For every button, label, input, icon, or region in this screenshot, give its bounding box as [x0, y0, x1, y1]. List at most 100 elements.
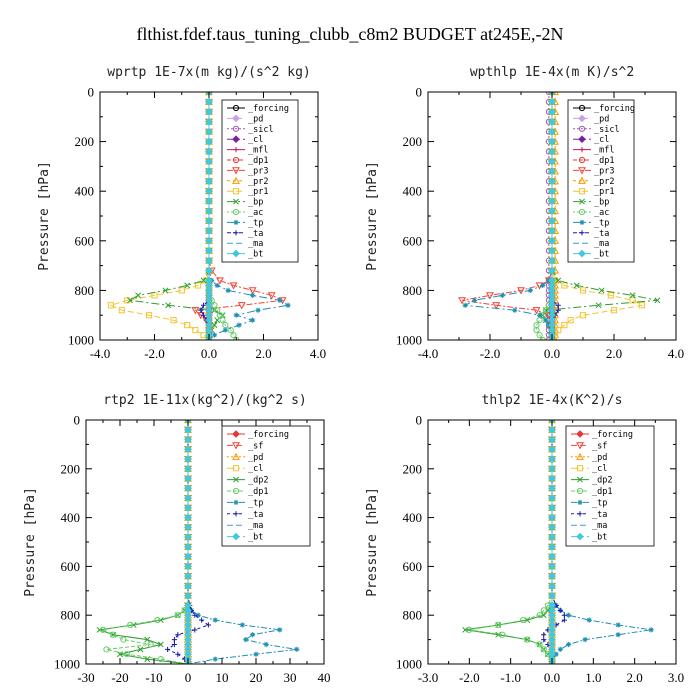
marker — [579, 312, 587, 319]
series-line-dp1 — [469, 420, 553, 664]
marker — [555, 302, 561, 308]
series-group — [96, 420, 300, 664]
marker — [548, 504, 556, 512]
marker — [543, 317, 549, 323]
marker — [579, 287, 587, 294]
x-tick-label: 4.0 — [668, 346, 684, 361]
marker — [205, 227, 213, 235]
marker — [578, 176, 586, 184]
marker — [548, 207, 556, 215]
marker — [232, 156, 240, 164]
marker — [458, 297, 467, 305]
marker — [107, 302, 115, 309]
legend-label: _ma — [592, 521, 607, 531]
legend-label: _dp1 — [594, 156, 614, 166]
y-tick-label: 1000 — [396, 657, 422, 672]
x-tick-label: 4.0 — [310, 346, 326, 361]
marker — [573, 282, 580, 289]
marker — [576, 452, 584, 460]
marker — [110, 631, 117, 638]
series-line-dp2 — [465, 420, 553, 664]
legend-label: _pr3 — [594, 166, 614, 176]
marker — [205, 197, 213, 205]
legend-label: _bt — [592, 533, 607, 543]
legend-label: _dp1 — [592, 487, 612, 497]
legend-label: _ta — [248, 229, 263, 239]
y-tick-label: 800 — [403, 283, 423, 298]
marker — [205, 266, 213, 275]
marker — [576, 442, 584, 450]
y-tick-label: 800 — [61, 608, 81, 623]
marker — [607, 292, 614, 299]
marker — [548, 266, 556, 275]
marker — [595, 302, 602, 309]
legend-label: _tp — [248, 218, 263, 228]
marker — [553, 651, 559, 657]
legend-label: _mfl — [594, 146, 614, 156]
series-line-tp — [463, 92, 553, 340]
marker — [548, 187, 556, 196]
marker — [253, 651, 259, 657]
marker — [285, 302, 291, 308]
panel-3: rtp2 1E-11x(kg^2)/(kg^2 s) Pressure [hPa]… — [23, 393, 331, 685]
marker — [629, 297, 636, 304]
legend-label: _ma — [248, 239, 263, 249]
marker — [638, 302, 645, 309]
x-tick-label: 20 — [250, 670, 263, 685]
marker — [579, 230, 585, 236]
series-group — [107, 92, 291, 340]
marker — [548, 98, 556, 106]
marker — [536, 612, 543, 619]
marker — [561, 612, 567, 618]
marker — [205, 108, 213, 116]
marker — [540, 607, 547, 614]
marker — [205, 177, 213, 186]
marker — [145, 312, 153, 319]
y-tick-label: 600 — [61, 559, 81, 574]
legend-label: _forcing — [592, 430, 633, 440]
panel-1: wprtp 1E-7x(m kg)/(s^2 kg) Pressure [hPa]… — [37, 65, 326, 361]
marker — [200, 277, 207, 284]
marker — [548, 445, 556, 454]
x-tick-label: 2.0 — [627, 670, 643, 685]
series-group — [462, 420, 654, 664]
marker — [184, 504, 192, 512]
marker — [582, 637, 588, 643]
panel-title: thlp2 1E-4x(K^2)/s — [482, 393, 623, 408]
marker — [548, 117, 556, 126]
marker — [578, 188, 586, 195]
marker — [205, 157, 213, 166]
marker — [548, 552, 556, 561]
marker — [555, 277, 562, 284]
x-tick-label: 40 — [318, 670, 331, 685]
legend-label: _cl — [594, 135, 609, 145]
marker — [174, 612, 181, 619]
marker — [267, 292, 276, 300]
legend: _forcing_sf _pd_cl _dp2_dp1_tp _ta_ma _bt — [565, 425, 655, 547]
marker — [184, 322, 191, 329]
marker — [541, 632, 547, 638]
marker — [232, 208, 240, 216]
marker — [548, 484, 556, 493]
y-tick-label: 400 — [61, 510, 81, 525]
legend-label: _forcing — [594, 104, 635, 114]
marker — [198, 307, 204, 313]
marker — [548, 217, 556, 225]
marker — [548, 167, 556, 176]
marker — [548, 474, 556, 483]
y-tick-label: 0 — [74, 413, 81, 428]
marker — [184, 572, 192, 580]
marker — [205, 207, 213, 215]
x-tick-label: 30 — [284, 670, 297, 685]
legend-label: _ma — [594, 239, 609, 249]
legend-label: _pd — [248, 114, 263, 124]
marker — [548, 533, 556, 541]
marker — [548, 246, 556, 255]
marker — [579, 219, 585, 225]
marker — [205, 117, 213, 126]
marker — [184, 445, 192, 454]
x-tick-label: -2.0 — [480, 346, 501, 361]
marker — [171, 641, 177, 648]
marker — [205, 147, 213, 156]
marker — [250, 632, 256, 638]
